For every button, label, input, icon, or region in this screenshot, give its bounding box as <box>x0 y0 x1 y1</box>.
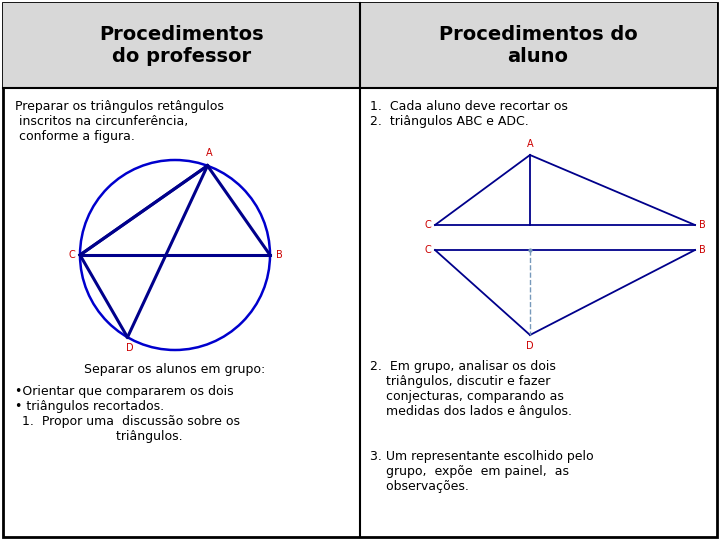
Text: •Orientar que compararem os dois: •Orientar que compararem os dois <box>15 385 233 398</box>
Text: Procedimentos
do professor: Procedimentos do professor <box>99 24 264 65</box>
Text: A: A <box>527 139 534 149</box>
Text: B: B <box>699 220 706 230</box>
Text: B: B <box>699 245 706 255</box>
Bar <box>3 3 360 88</box>
Text: C: C <box>68 250 75 260</box>
Text: 3. Um representante escolhido pelo
    grupo,  expõe  em painel,  as
    observa: 3. Um representante escolhido pelo grupo… <box>370 450 593 493</box>
Text: 2.  Em grupo, analisar os dois
    triângulos, discutir e fazer
    conjecturas,: 2. Em grupo, analisar os dois triângulos… <box>370 360 572 418</box>
Text: • triângulos recortados.: • triângulos recortados. <box>15 400 164 413</box>
Text: Procedimentos do
aluno: Procedimentos do aluno <box>438 24 637 65</box>
Bar <box>360 3 717 88</box>
Text: C: C <box>424 245 431 255</box>
Text: C: C <box>424 220 431 230</box>
Text: B: B <box>276 250 283 260</box>
Text: D: D <box>126 343 133 353</box>
Text: A: A <box>206 148 213 158</box>
Text: 1.  Propor uma  discussão sobre os
         triângulos.: 1. Propor uma discussão sobre os triângu… <box>22 415 240 443</box>
Text: D: D <box>526 341 534 351</box>
Text: Separar os alunos em grupo:: Separar os alunos em grupo: <box>84 363 266 376</box>
Text: Preparar os triângulos retângulos
 inscritos na circunferência,
 conforme a figu: Preparar os triângulos retângulos inscri… <box>15 100 224 143</box>
Text: 1.  Cada aluno deve recortar os
2.  triângulos ABC e ADC.: 1. Cada aluno deve recortar os 2. triâng… <box>370 100 568 128</box>
